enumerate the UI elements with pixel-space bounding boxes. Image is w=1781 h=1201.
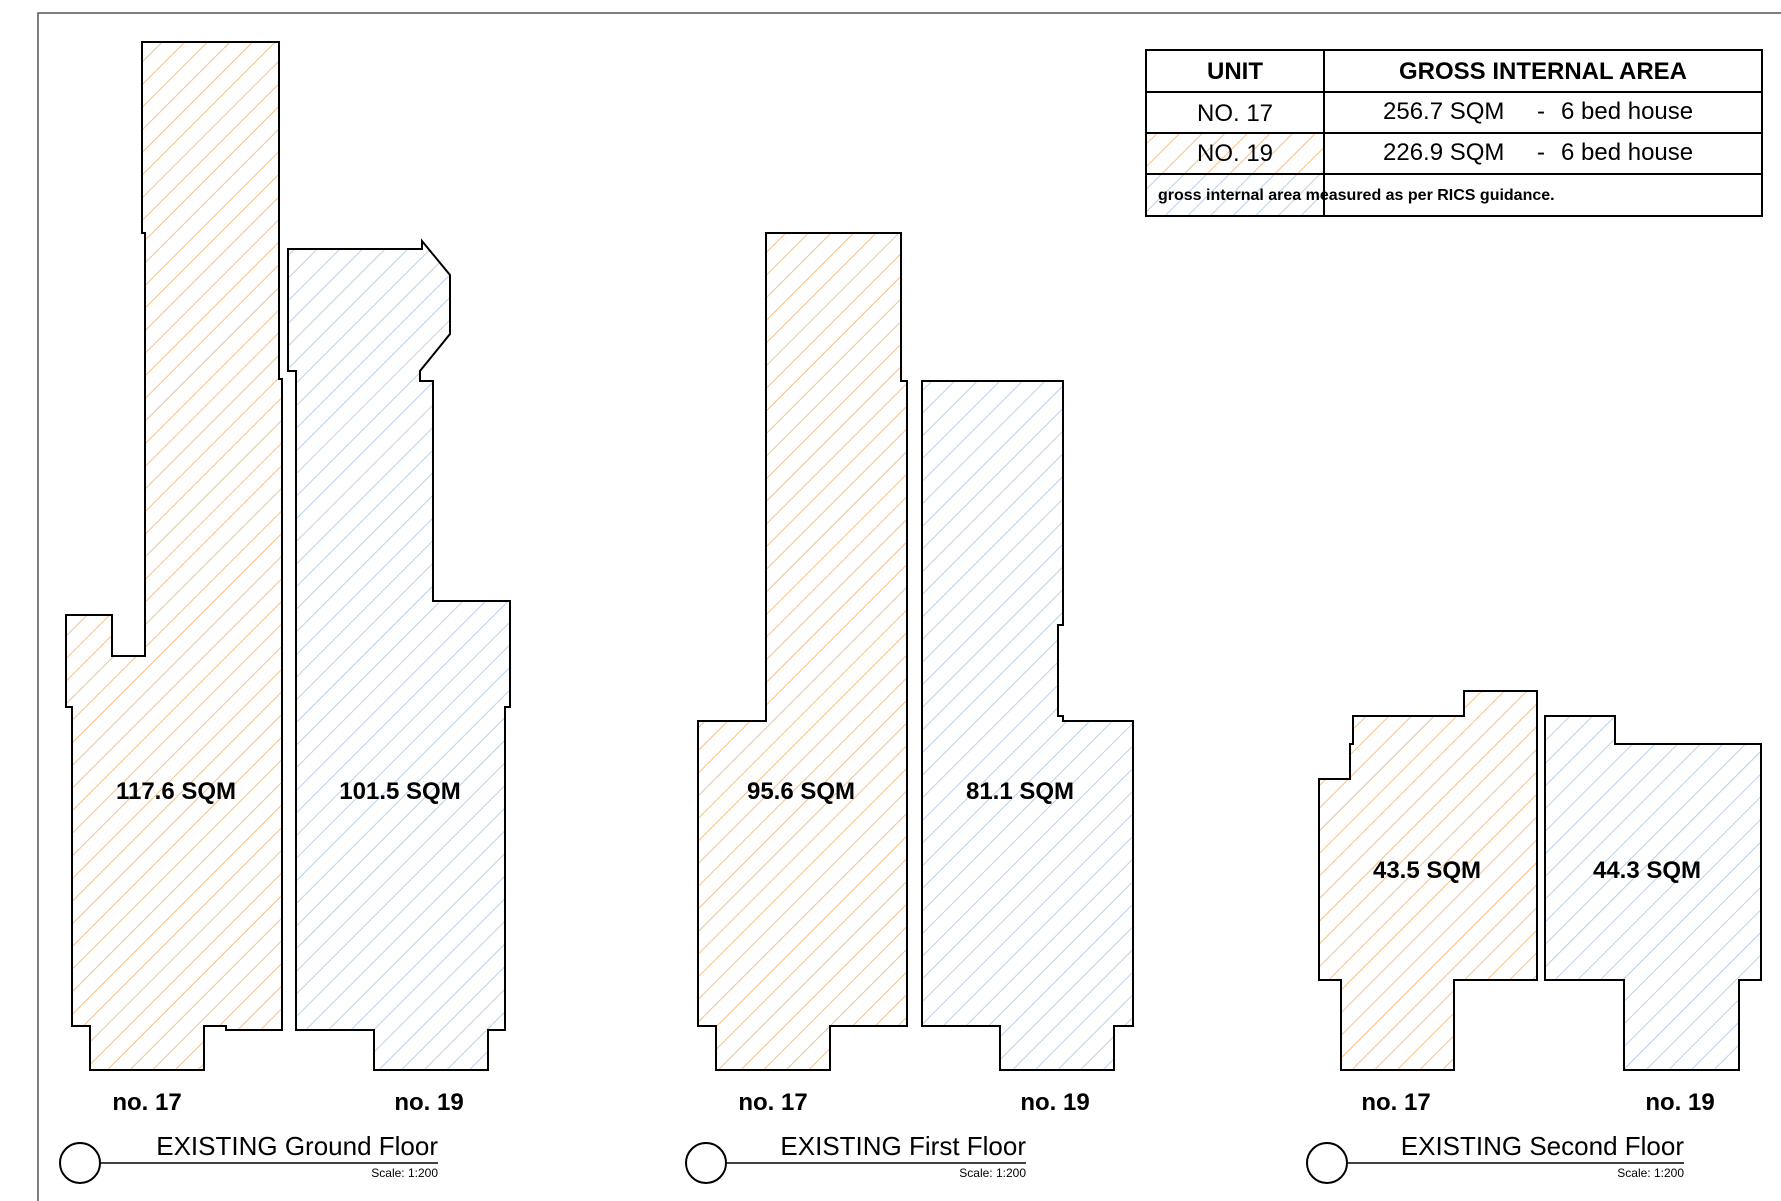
second-floor-no19-area: 44.3 SQM xyxy=(1593,857,1701,884)
section-marker-icon xyxy=(59,1142,101,1184)
first-floor-no19-area: 81.1 SQM xyxy=(966,778,1074,805)
area-schedule-table: UNIT GROSS INTERNAL AREA NO. 17 256.7 SQ… xyxy=(1145,49,1763,217)
first-floor-no19-label: no. 19 xyxy=(1020,1089,1089,1116)
ground-floor-no17-outline xyxy=(65,41,283,1071)
ground-floor-no19-outline xyxy=(287,238,511,1071)
first-floor-title-block: EXISTING First Floor Scale: 1:200 xyxy=(685,1131,1026,1184)
second-floor-title-block: EXISTING Second Floor Scale: 1:200 xyxy=(1306,1131,1685,1184)
ground-floor-no19-area: 101.5 SQM xyxy=(339,778,460,805)
second-floor-no17-outline xyxy=(1318,690,1538,1071)
table-cell-description: 6 bed house xyxy=(1561,98,1693,125)
first-floor-scale: Scale: 1:200 xyxy=(959,1166,1026,1180)
first-floor-no17-label: no. 17 xyxy=(738,1089,807,1116)
second-floor-scale: Scale: 1:200 xyxy=(1617,1166,1684,1180)
first-floor-no19-outline xyxy=(921,380,1134,1071)
ground-floor-scale: Scale: 1:200 xyxy=(371,1166,438,1180)
ground-floor-no19-label: no. 19 xyxy=(394,1089,463,1116)
sheet-border xyxy=(37,12,1781,1201)
ground-floor-no17-area: 117.6 SQM xyxy=(116,778,236,805)
second-floor-title: EXISTING Second Floor xyxy=(1401,1131,1685,1161)
second-floor-plan: 43.5 SQM 44.3 SQM no. 17 no. 19 EXISTING… xyxy=(1306,690,1762,1184)
first-floor-no17-area: 95.6 SQM xyxy=(747,778,855,805)
table-header-unit: UNIT xyxy=(1207,58,1263,85)
section-marker-icon xyxy=(1306,1142,1348,1184)
table-cell-separator: - xyxy=(1537,98,1545,125)
table-cell-unit: NO. 17 xyxy=(1197,100,1273,127)
section-marker-icon xyxy=(685,1142,727,1184)
table-cell-area: 226.9 SQM xyxy=(1383,139,1504,166)
table-cell-unit: NO. 19 xyxy=(1197,140,1273,167)
table-header-area: GROSS INTERNAL AREA xyxy=(1399,58,1687,85)
area-measurement-note: gross internal area measured as per RICS… xyxy=(1158,187,1555,204)
second-floor-no19-label: no. 19 xyxy=(1645,1089,1714,1116)
first-floor-title: EXISTING First Floor xyxy=(780,1131,1026,1161)
ground-floor-title: EXISTING Ground Floor xyxy=(156,1131,438,1161)
table-cell-area: 256.7 SQM xyxy=(1383,98,1504,125)
table-cell-separator: - xyxy=(1537,139,1545,166)
table-cell-description: 6 bed house xyxy=(1561,139,1693,166)
ground-floor-plan: 117.6 SQM 101.5 SQM no. 17 no. 19 EXISTI… xyxy=(59,41,511,1184)
first-floor-plan: 95.6 SQM 81.1 SQM no. 17 no. 19 EXISTING… xyxy=(685,232,1134,1184)
second-floor-no17-label: no. 17 xyxy=(1361,1089,1430,1116)
first-floor-no17-outline xyxy=(697,232,908,1071)
ground-floor-title-block: EXISTING Ground Floor Scale: 1:200 xyxy=(59,1131,438,1184)
second-floor-no19-outline xyxy=(1544,715,1762,1071)
second-floor-no17-area: 43.5 SQM xyxy=(1373,857,1481,884)
ground-floor-no17-label: no. 17 xyxy=(112,1089,181,1116)
